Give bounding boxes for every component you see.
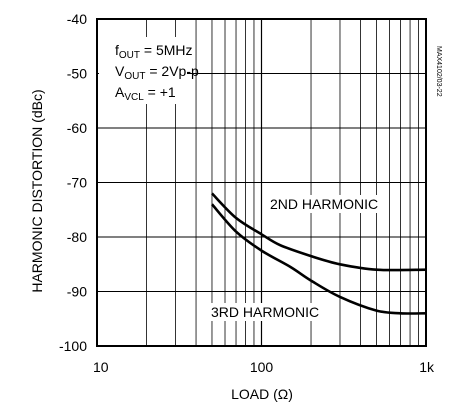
- y-tick-label: -70: [67, 175, 87, 191]
- ticks-layer: -40 -50 -60 -70 -80 -90 -100 10 100 1k: [59, 11, 435, 375]
- y-tick-label: -80: [67, 229, 87, 245]
- y-tick-label: -60: [67, 120, 87, 136]
- x-tick-label: 10: [93, 359, 109, 375]
- figure-code: MAX4102/03-22: [435, 46, 442, 97]
- condition-avcl: AVCL = +1: [115, 84, 176, 103]
- y-tick-label: -50: [67, 66, 87, 82]
- grid: [97, 19, 426, 346]
- y-tick-label: -40: [67, 11, 87, 27]
- condition-fout: fOUT = 5MHz: [115, 42, 193, 61]
- conditions-box: [99, 37, 187, 104]
- y-tick-label: -90: [67, 284, 87, 300]
- plot-frame: [96, 18, 427, 347]
- y-axis-label: HARMONIC DISTORTION (dBc): [29, 89, 45, 292]
- condition-vout: VOUT = 2Vp-p: [115, 63, 199, 82]
- x-tick-label: 1k: [419, 359, 435, 375]
- series-label-background: [267, 195, 382, 213]
- series-label-2nd-harmonic: 2ND HARMONIC: [270, 196, 378, 212]
- series-layer: [211, 192, 427, 315]
- series-line-2nd-harmonic: [211, 192, 427, 272]
- x-tick-label: 100: [250, 359, 274, 375]
- x-axis-label: LOAD (Ω): [231, 386, 293, 402]
- series-line-3rd-harmonic: [211, 203, 427, 315]
- series-label-background: [208, 303, 323, 321]
- series-label-3rd-harmonic: 3RD HARMONIC: [211, 304, 319, 320]
- y-tick-label: -100: [59, 338, 87, 354]
